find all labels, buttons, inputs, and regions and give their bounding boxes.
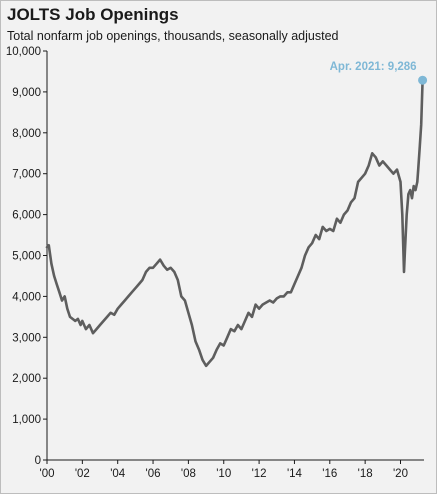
x-tick-label: '10 bbox=[216, 468, 231, 480]
x-tick-label: '18 bbox=[358, 468, 373, 480]
x-tick-label: '02 bbox=[75, 468, 90, 480]
y-tick-label: 9,000 bbox=[12, 87, 41, 99]
y-tick-label: 1,000 bbox=[12, 414, 41, 426]
y-tick-label: 0 bbox=[35, 455, 41, 467]
y-axis-ticks: 0 1,000 2,000 3,000 4,000 5,000 6,000 7,000 8,00… bbox=[6, 46, 47, 467]
latest-value-marker bbox=[418, 75, 428, 85]
y-tick-label: 2,000 bbox=[12, 373, 41, 385]
x-tick-label: '00 bbox=[40, 468, 55, 480]
series-group bbox=[45, 78, 424, 368]
y-tick-label: 3,000 bbox=[12, 332, 41, 344]
y-tick-label: 10,000 bbox=[6, 46, 41, 58]
x-tick-label: '06 bbox=[146, 468, 161, 480]
x-tick-label: '12 bbox=[252, 468, 267, 480]
latest-value-label: Apr. 2021: 9,286 bbox=[330, 61, 417, 73]
x-tick-label: '04 bbox=[110, 468, 126, 480]
annotation-group: Apr. 2021: 9,286 bbox=[330, 61, 428, 85]
x-axis-ticks: '00 '02 '04 '06 '08 '10 '12 '14 '16 '18 '20 bbox=[40, 460, 408, 480]
x-tick-label: '14 bbox=[287, 468, 303, 480]
x-tick-label: '16 bbox=[322, 468, 337, 480]
chart-subtitle: Total nonfarm job openings, thousands, s… bbox=[7, 29, 339, 43]
y-tick-label: 7,000 bbox=[12, 169, 41, 181]
series-line-job-openings bbox=[45, 78, 424, 368]
chart-axes bbox=[46, 51, 424, 461]
x-tick-label: '08 bbox=[181, 468, 196, 480]
x-tick-label: '20 bbox=[393, 468, 408, 480]
y-tick-label: 6,000 bbox=[12, 210, 41, 222]
y-tick-label: 8,000 bbox=[12, 128, 41, 140]
y-tick-label: 4,000 bbox=[12, 291, 41, 303]
chart-title: JOLTS Job Openings bbox=[7, 5, 179, 24]
y-tick-label: 5,000 bbox=[12, 251, 41, 263]
